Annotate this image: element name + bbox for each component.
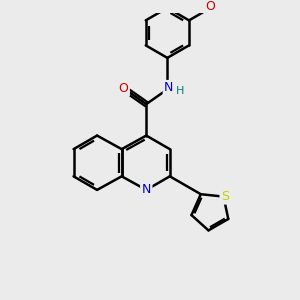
Text: O: O <box>118 82 128 95</box>
Text: N: N <box>164 81 173 94</box>
Text: S: S <box>221 190 229 203</box>
Text: O: O <box>205 0 215 13</box>
Text: H: H <box>176 86 184 96</box>
Text: N: N <box>142 183 151 196</box>
